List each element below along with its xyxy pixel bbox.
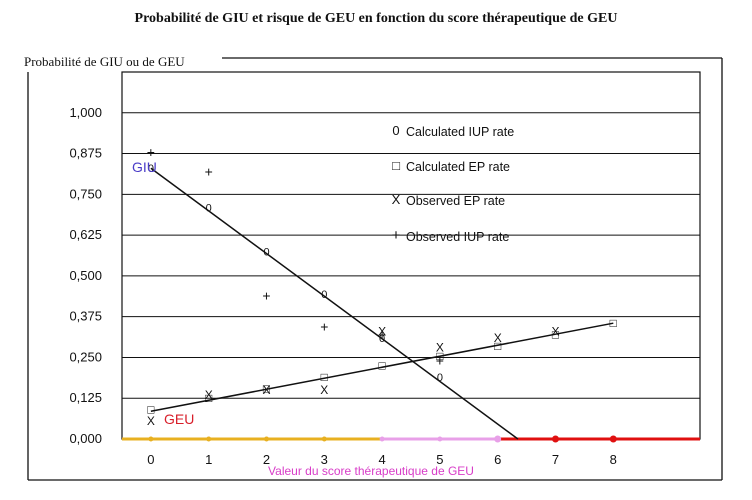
data-point: + <box>436 353 444 369</box>
data-point: □ <box>494 339 501 353</box>
fit-line <box>150 322 614 413</box>
legend-label: Calculated EP rate <box>406 160 510 174</box>
x-axis-tick-dot <box>206 436 212 442</box>
legend-marker: □ <box>392 158 400 173</box>
x-axis-tick-dot <box>552 435 559 443</box>
y-tick-label: 0,250 <box>69 349 102 364</box>
data-point: 0 <box>321 289 327 301</box>
chart-title: Probabilité de GIU et risque de GEU en f… <box>135 11 618 26</box>
x-axis-tick-dot <box>321 436 327 442</box>
y-tick-label: 0,625 <box>69 227 102 242</box>
data-point: X <box>378 324 386 338</box>
geu-annotation: GEU <box>164 411 194 427</box>
data-point: □ <box>436 349 443 363</box>
data-point: □ <box>610 316 617 330</box>
data-point: X <box>494 331 502 345</box>
legend-marker: 0 <box>392 123 399 138</box>
y-tick-label: 0,875 <box>69 146 102 161</box>
x-axis-label: Valeur du score thérapeutique de GEU <box>268 464 474 478</box>
data-point: 0 <box>437 372 443 384</box>
data-point: 0 <box>206 202 212 214</box>
y-tick-label: 0,000 <box>69 431 102 446</box>
legend-marker: + <box>392 227 401 244</box>
legend-marker: X <box>392 192 401 207</box>
x-axis-tick-dot <box>148 436 154 442</box>
legend-label: Calculated IUP rate <box>406 125 514 139</box>
y-tick-label: 0,750 <box>69 186 102 201</box>
data-point: + <box>205 163 213 179</box>
data-point: □ <box>263 381 270 395</box>
x-axis-tick-dot <box>609 435 617 443</box>
x-axis-tick-dot <box>379 436 385 442</box>
data-point: 0 <box>263 246 269 258</box>
x-tick-label: 8 <box>610 452 617 467</box>
data-point: □ <box>552 328 559 342</box>
x-tick-label: 1 <box>205 452 212 467</box>
data-point: + <box>378 327 386 343</box>
y-tick-label: 0,375 <box>69 309 102 324</box>
data-point: + <box>147 144 155 160</box>
data-point: 0 <box>379 333 385 345</box>
grid <box>122 112 700 399</box>
y-tick-label: 0,125 <box>69 390 102 405</box>
fit-line <box>150 167 519 440</box>
data-point: + <box>262 287 270 303</box>
x-axis-tick-dot <box>264 436 269 442</box>
data-point: X <box>147 414 155 428</box>
x-tick-label: 3 <box>321 452 328 467</box>
data-point: X <box>205 388 213 402</box>
x-tick-label: 5 <box>436 452 443 467</box>
data-point: X <box>320 383 328 397</box>
x-tick-label: 2 <box>263 452 270 467</box>
x-tick-label: 6 <box>494 452 501 467</box>
x-tick-labels: 0 1 2 3 4 5 6 7 8 <box>147 452 617 467</box>
giu-annotation: GIU <box>132 159 157 175</box>
legend-label: Observed IUP rate <box>406 230 509 244</box>
y-axis-label: Probabilité de GIU ou de GEU <box>24 54 185 69</box>
data-point: □ <box>378 359 385 373</box>
x-tick-label: 4 <box>378 452 385 467</box>
x-axis-tick-dot <box>494 435 502 443</box>
data-point: 0 <box>148 163 154 175</box>
legend-label: Observed EP rate <box>406 194 505 208</box>
x-tick-label: 7 <box>552 452 559 467</box>
y-tick-label: 1,000 <box>69 105 102 120</box>
x-axis-colored-line <box>122 435 700 443</box>
y-tick-labels: 0,000 0,125 0,250 0,375 0,500 0,625 0,750 0,875… <box>69 105 102 446</box>
legend: 0 Calculated IUP rate □ Calculated EP rate X… <box>392 123 515 244</box>
data-point: □ <box>321 370 328 384</box>
data-point: X <box>551 324 559 338</box>
y-tick-label: 0,500 <box>69 268 102 283</box>
x-tick-label: 0 <box>147 452 154 467</box>
data-point: □ <box>147 403 154 417</box>
fit-lines <box>150 167 614 440</box>
x-axis-tick-dot <box>437 436 443 442</box>
data-point: X <box>436 341 444 355</box>
data-point: + <box>320 318 328 334</box>
data-point: X <box>262 383 270 397</box>
data-point: □ <box>205 391 212 405</box>
